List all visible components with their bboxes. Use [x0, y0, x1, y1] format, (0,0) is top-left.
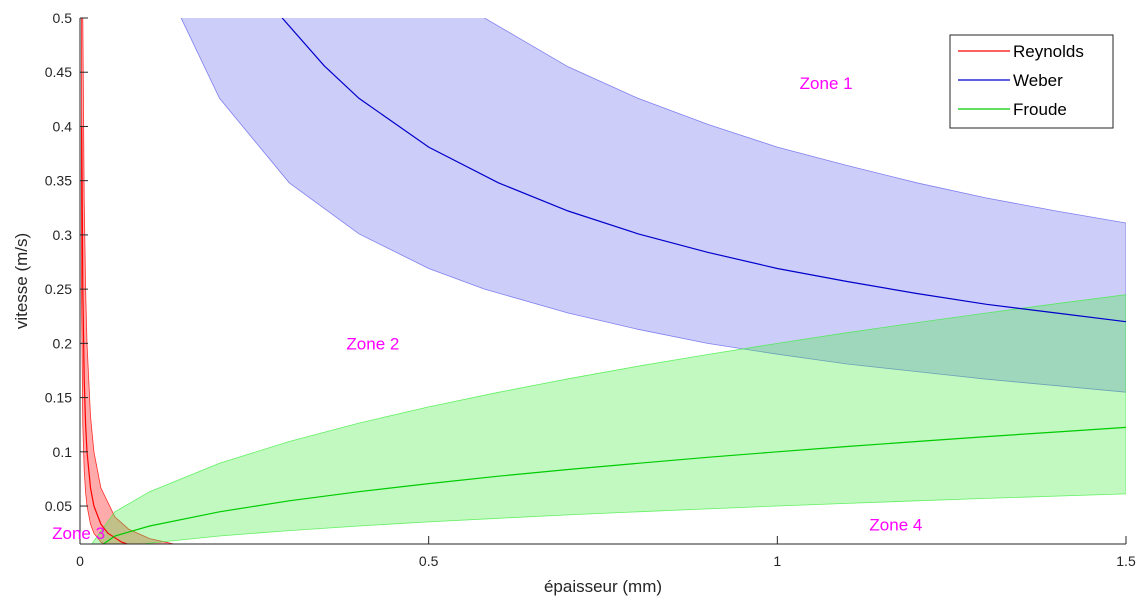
axes: 0 0.5 1 1.5 0.05 0.1 0.15 0.2 0.25 0.3 0.35 0.4 0.45… — [45, 10, 1136, 569]
legend-label-froude: Froude — [1013, 100, 1067, 119]
legend-label-weber: Weber — [1013, 71, 1063, 90]
band-weber — [180, 18, 1126, 393]
zone-annotations: Zone 1 Zone 2 Zone 3 Zone 4 — [52, 74, 922, 543]
y-tick-label: 0.4 — [53, 118, 73, 134]
series-lines — [81, 18, 1126, 544]
series-line-froude — [102, 426, 1126, 544]
y-tick-label: 0.05 — [45, 498, 72, 514]
zone-label-3: Zone 3 — [52, 524, 105, 543]
x-tick-label: 1 — [773, 553, 781, 569]
band-froude — [91, 294, 1126, 544]
y-tick-label: 0.2 — [53, 335, 73, 351]
y-tick-label: 0.25 — [45, 281, 72, 297]
series-line-reynolds — [81, 126, 130, 544]
legend-label-reynolds: Reynolds — [1013, 42, 1084, 61]
y-tick-label: 0.45 — [45, 64, 72, 80]
y-tick-label: 0.3 — [53, 227, 73, 243]
y-axis-title: vitesse (m/s) — [12, 233, 31, 329]
y-tick-label: 0.15 — [45, 390, 72, 406]
y-tick-label: 0.1 — [53, 444, 73, 460]
zone-label-1: Zone 1 — [800, 74, 853, 93]
legend: Reynolds Weber Froude — [949, 34, 1114, 129]
x-axis-title: épaisseur (mm) — [544, 577, 662, 596]
y-tick-label: 0.5 — [53, 10, 73, 26]
series-line-weber — [281, 18, 1126, 323]
zone-label-4: Zone 4 — [869, 515, 922, 534]
y-tick-label: 0.35 — [45, 173, 72, 189]
x-tick-label: 0.5 — [419, 553, 439, 569]
x-tick-label: 1.5 — [1116, 553, 1136, 569]
zone-label-2: Zone 2 — [346, 334, 399, 353]
x-tick-label: 0 — [76, 553, 84, 569]
